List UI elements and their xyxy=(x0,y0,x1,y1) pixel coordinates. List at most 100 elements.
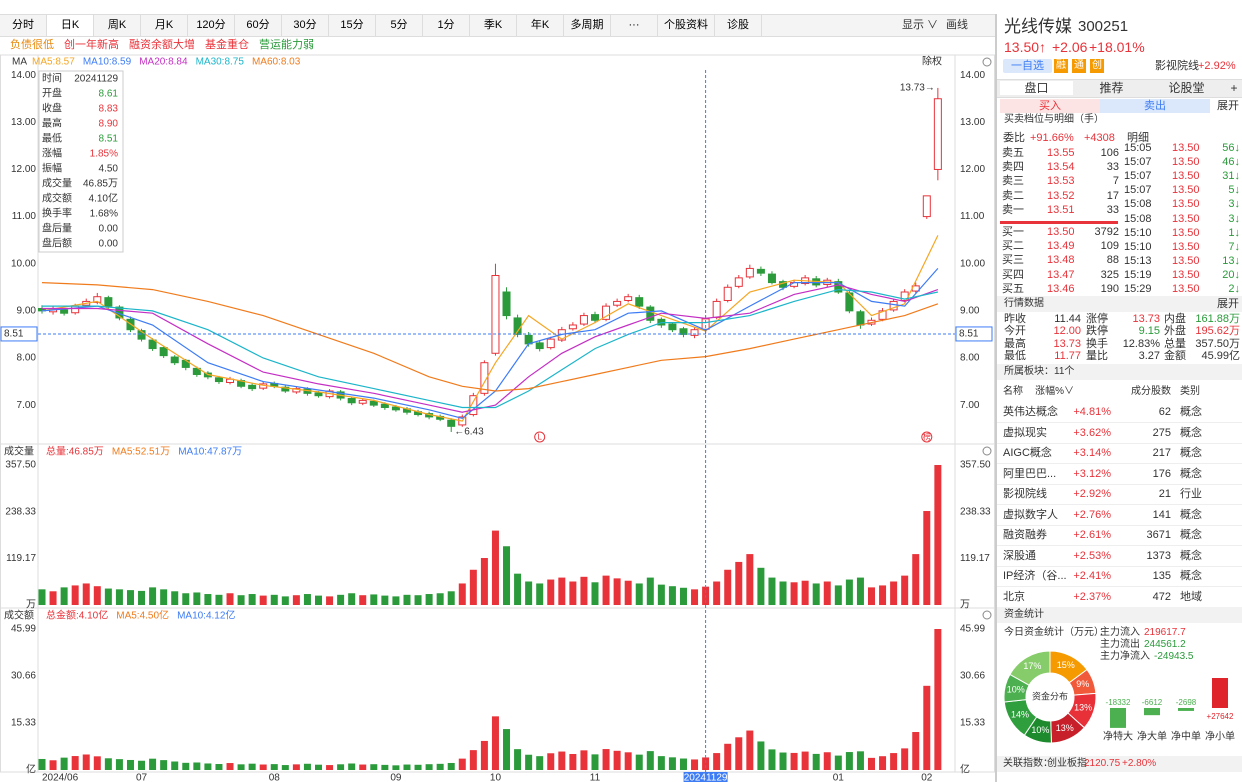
volume-bar xyxy=(292,764,300,770)
volume-bar xyxy=(38,758,46,770)
info-label: 盘后额 xyxy=(42,237,72,250)
trade-time: 15:05 xyxy=(1124,142,1152,154)
table-cell: +2.61% xyxy=(1073,529,1111,541)
buy-button[interactable]: 买入 xyxy=(1000,99,1100,113)
candle-body xyxy=(93,296,102,303)
period-tab[interactable]: 月K xyxy=(141,15,188,36)
sector-pct: +2.92% xyxy=(1198,60,1236,72)
y-tick-label: 12.00 xyxy=(11,164,36,175)
expand-button[interactable]: 展开 xyxy=(1217,298,1239,310)
flow-value: -18332 xyxy=(1106,698,1131,707)
volume-bar xyxy=(115,589,123,605)
period-tab[interactable]: 1分 xyxy=(423,15,470,36)
period-tab[interactable]: 季K xyxy=(470,15,517,36)
period-tab[interactable]: 多周期 xyxy=(564,15,611,36)
book-volume: 106 xyxy=(1100,147,1119,159)
funds-subtitle: 今日资金统计（万元）： xyxy=(1004,627,1109,638)
tag: 负债很低 xyxy=(10,37,54,51)
volume-bar xyxy=(315,764,322,770)
settings-icon xyxy=(982,57,992,67)
y-tick-label: 119.17 xyxy=(6,553,36,564)
volume-bar xyxy=(480,740,488,770)
panel-tab[interactable]: 推荐 xyxy=(1099,81,1124,95)
y-tick-label: 万 xyxy=(960,600,970,611)
period-tab[interactable]: 诊股 xyxy=(715,15,762,36)
candle-body xyxy=(447,419,456,427)
period-tab[interactable]: 周K xyxy=(94,15,141,36)
candle-body xyxy=(878,310,887,320)
funds-label: 主力流入 xyxy=(1100,627,1140,638)
trade-volume: 7↓ xyxy=(1228,240,1240,253)
period-tab[interactable]: 120分 xyxy=(188,15,235,36)
volume-bar xyxy=(613,578,621,605)
period-tab[interactable]: 个股资料 xyxy=(658,15,715,36)
table-cell: 概念 xyxy=(1180,447,1202,459)
book-level: 买四 xyxy=(1002,268,1024,281)
table-cell: 概念 xyxy=(1180,426,1202,439)
row-line xyxy=(997,442,1242,444)
watch-button[interactable]: 一自选 xyxy=(1003,59,1052,73)
period-tab[interactable]: 5分 xyxy=(376,15,423,36)
flow-bar xyxy=(1110,708,1126,728)
info-label: 涨幅 xyxy=(42,147,62,160)
row-line xyxy=(997,524,1242,526)
table-cell: 概念 xyxy=(1180,406,1202,418)
y-tick-label: 357.50 xyxy=(960,460,991,471)
volume-bar xyxy=(326,765,334,770)
info-label: 最低 xyxy=(42,132,62,145)
trade-volume: 2↓ xyxy=(1228,283,1240,295)
table-cell: 62 xyxy=(1158,406,1171,418)
panel-tab[interactable]: 盘口 xyxy=(1000,81,1073,95)
period-tab[interactable]: 日K xyxy=(47,15,94,36)
volume-bar xyxy=(657,584,665,605)
funds-label: 主力净流入 xyxy=(1100,651,1150,662)
expand-button[interactable]: 展开 xyxy=(1217,100,1239,112)
volume-bar xyxy=(790,582,798,605)
table-cell: 3671 xyxy=(1146,529,1171,541)
y-tick-label: 11.00 xyxy=(12,211,37,222)
y-tick-label: 15.33 xyxy=(11,718,36,729)
volume-bar xyxy=(679,758,687,770)
trade-time: 15:08 xyxy=(1124,212,1152,225)
volume-bar xyxy=(845,752,853,770)
table-cell: 概念 xyxy=(1180,467,1202,480)
volume-bar xyxy=(226,593,234,605)
volume-bar xyxy=(834,585,842,605)
tag: 营运能力弱 xyxy=(259,37,314,51)
candle-body xyxy=(347,398,356,404)
volume-bar xyxy=(138,760,146,770)
volume-bar xyxy=(403,594,411,605)
slice-label: 9% xyxy=(1076,679,1089,689)
period-tab[interactable]: 年K xyxy=(517,15,564,36)
badge: 创 xyxy=(1090,59,1104,73)
period-tab[interactable]: 分时 xyxy=(0,15,47,36)
volume-bar xyxy=(801,580,809,605)
slice-label: 17% xyxy=(1023,661,1041,671)
info-value: 8.90 xyxy=(99,119,119,130)
legend-entry: 总金额:4.10亿 xyxy=(46,609,108,622)
volume-bar xyxy=(93,756,101,770)
period-tab[interactable]: 30分 xyxy=(282,15,329,36)
display-button[interactable]: 显示 ∨ xyxy=(902,19,939,31)
ratio-label: 委比 xyxy=(1003,132,1025,144)
panel-tab[interactable]: 论股堂 xyxy=(1168,81,1205,95)
draw-button[interactable]: 画线 xyxy=(946,19,968,31)
period-tab[interactable]: 15分 xyxy=(329,15,376,36)
section-band xyxy=(997,296,1242,312)
panel-tab[interactable]: + xyxy=(1230,81,1238,95)
period-tab[interactable]: 60分 xyxy=(235,15,282,36)
index-pct: +2.80% xyxy=(1122,758,1157,769)
quote-value: 12.83% xyxy=(1122,337,1160,350)
candle-body xyxy=(624,296,633,301)
volume-bar xyxy=(337,764,345,770)
y-tick-label: 10.00 xyxy=(11,258,36,269)
sell-button[interactable]: 卖出 xyxy=(1100,99,1210,113)
table-cell: +2.53% xyxy=(1073,549,1111,562)
book-level: 卖五 xyxy=(1002,147,1024,159)
period-tab[interactable]: ··· xyxy=(611,15,658,36)
volume-bar xyxy=(171,591,179,605)
volume-bar xyxy=(768,749,776,770)
volume-bar xyxy=(370,764,378,770)
table-cell: 融资融券 xyxy=(1003,529,1047,541)
